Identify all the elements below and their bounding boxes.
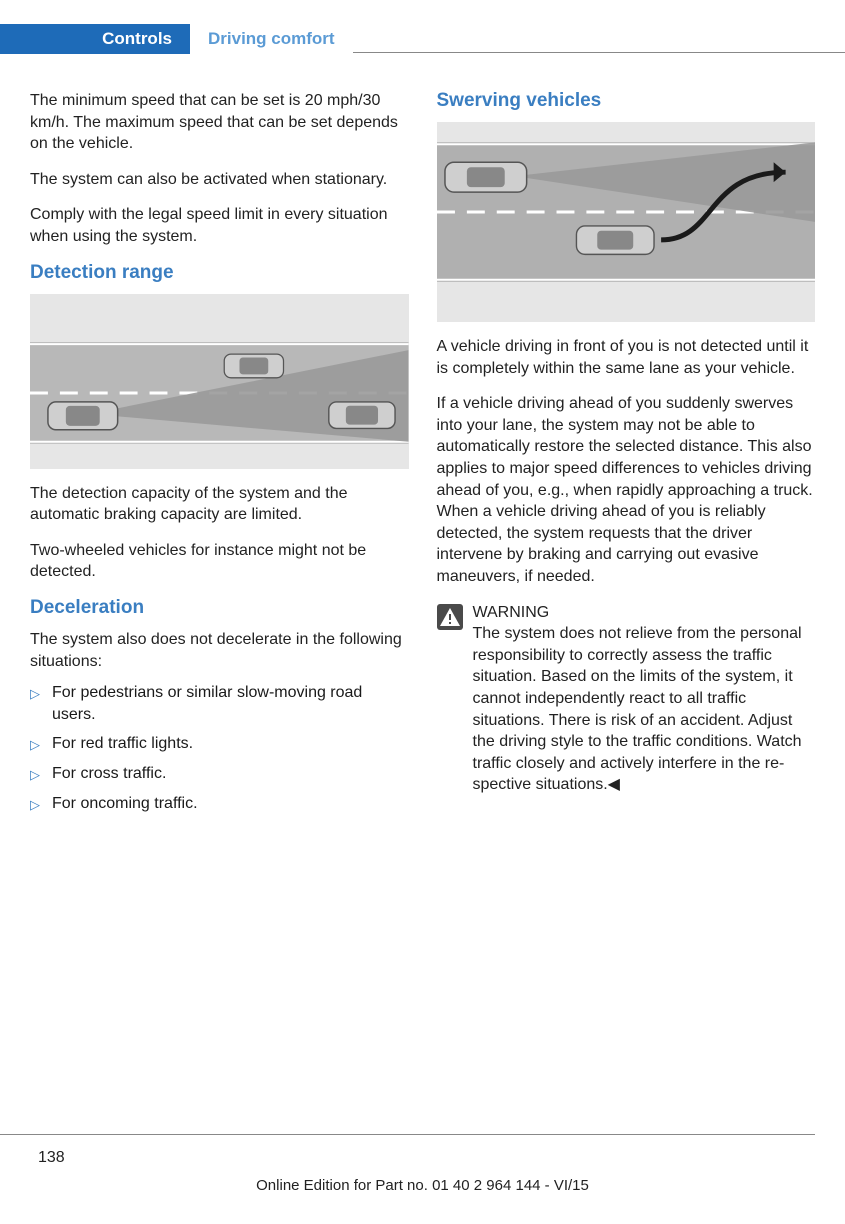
list-item: ▷ For oncoming traffic. <box>30 793 409 815</box>
list-item: ▷ For cross traffic. <box>30 763 409 785</box>
footer-edition: Online Edition for Part no. 01 40 2 964 … <box>0 1177 845 1194</box>
list-item: ▷ For red traffic lights. <box>30 733 409 755</box>
list-item-text: For cross traffic. <box>52 763 166 785</box>
header-rule <box>353 24 845 53</box>
content-columns: The minimum speed that can be set is 20 … <box>0 54 845 828</box>
intro-paragraph: The minimum speed that can be set is 20 … <box>30 90 409 155</box>
intro-paragraph: The system can also be activated when st… <box>30 169 409 191</box>
swerving-heading: Swerving vehicles <box>437 90 816 112</box>
detection-paragraph: The detection capacity of the system and… <box>30 483 409 526</box>
detection-paragraph: Two-wheeled vehicles for instance might … <box>30 540 409 583</box>
page-footer: 138 Online Edition for Part no. 01 40 2 … <box>0 1134 845 1194</box>
triangle-bullet-icon: ▷ <box>30 736 40 754</box>
triangle-bullet-icon: ▷ <box>30 685 40 703</box>
deceleration-list: ▷ For pedestrians or similar slow-moving… <box>30 682 409 814</box>
right-column: Swerving vehicles <box>437 90 816 828</box>
warning-triangle-icon <box>437 604 463 630</box>
swerving-paragraph: A vehicle driving in front of you is not… <box>437 336 816 379</box>
detection-range-heading: Detection range <box>30 262 409 284</box>
detection-range-svg <box>30 294 409 464</box>
warning-title: WARNING <box>473 602 816 624</box>
list-item-text: For pedestrians or similar slow-moving r… <box>52 682 409 725</box>
left-column: The minimum speed that can be set is 20 … <box>30 90 409 828</box>
list-item-text: For red traffic lights. <box>52 733 193 755</box>
page-header: Controls Driving comfort <box>0 24 845 54</box>
triangle-bullet-icon: ▷ <box>30 796 40 814</box>
deceleration-intro: The system also does not decelerate in t… <box>30 629 409 672</box>
intro-paragraph: Comply with the legal speed limit in eve… <box>30 204 409 247</box>
deceleration-heading: Deceleration <box>30 597 409 619</box>
warning-body: The system does not relieve from the per… <box>473 623 816 796</box>
swerving-paragraph: If a vehicle driving ahead of you sudden… <box>437 393 816 587</box>
header-tab-controls: Controls <box>0 24 190 54</box>
swerving-svg <box>437 122 816 317</box>
triangle-bullet-icon: ▷ <box>30 766 40 784</box>
detection-range-figure <box>30 294 409 469</box>
page-number: 138 <box>0 1135 845 1167</box>
warning-block: WARNING The system does not relieve from… <box>437 602 816 796</box>
swerving-figure <box>437 122 816 322</box>
list-item-text: For oncoming traffic. <box>52 793 198 815</box>
list-item: ▷ For pedestrians or similar slow-moving… <box>30 682 409 725</box>
header-tab-comfort: Driving comfort <box>190 24 353 54</box>
